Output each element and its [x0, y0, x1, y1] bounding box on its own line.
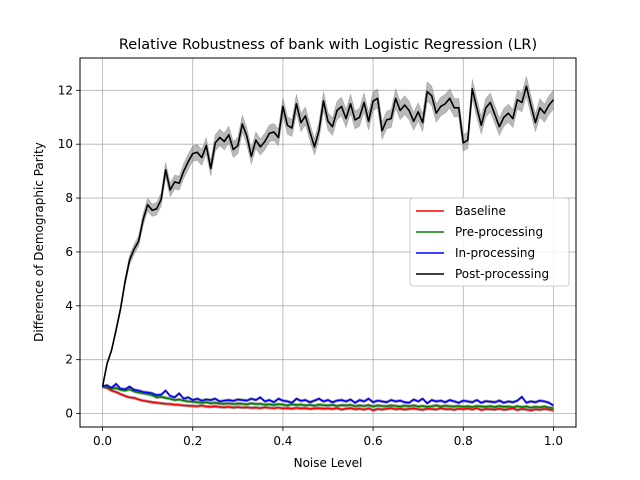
x-tick-label: 0.2 — [183, 434, 202, 448]
y-axis-label: Difference of Demographic Parity — [32, 142, 46, 342]
chart-title: Relative Robustness of bank with Logisti… — [119, 37, 537, 53]
legend-label: Baseline — [455, 204, 506, 218]
legend-box — [409, 197, 570, 287]
legend-label: Post-processing — [455, 267, 549, 281]
x-tick-label: 0.6 — [364, 434, 383, 448]
plot-frame — [79, 57, 577, 428]
y-tick-label: 4 — [65, 299, 73, 313]
y-tick-label: 10 — [58, 137, 73, 151]
series-lines — [101, 85, 555, 412]
x-tick-label: 0.4 — [273, 434, 292, 448]
series-line — [102, 385, 554, 409]
series-line — [102, 383, 554, 407]
x-tick-label: 0.0 — [93, 434, 112, 448]
y-tick-label: 2 — [65, 353, 73, 367]
legend-label: In-processing — [455, 246, 535, 260]
x-tick-label: 0.8 — [454, 434, 473, 448]
y-tick-label: 8 — [65, 191, 73, 205]
y-ticks: 0 2 4 6 8 10 12 — [58, 83, 80, 421]
series-band — [102, 384, 554, 413]
x-ticks: 0.0 0.2 0.4 0.6 0.8 1.0 — [93, 427, 563, 448]
y-tick-label: 12 — [58, 83, 73, 97]
series-band — [102, 76, 554, 389]
y-tick-label: 0 — [65, 407, 73, 421]
y-tick-label: 6 — [65, 245, 73, 259]
legend: Baseline Pre-processing In-processing Post-… — [409, 197, 570, 287]
x-axis-label: Noise Level — [294, 456, 363, 470]
series-line — [101, 85, 555, 387]
legend-label: Pre-processing — [455, 225, 543, 239]
x-tick-label: 1.0 — [544, 434, 563, 448]
series-line — [102, 385, 554, 412]
